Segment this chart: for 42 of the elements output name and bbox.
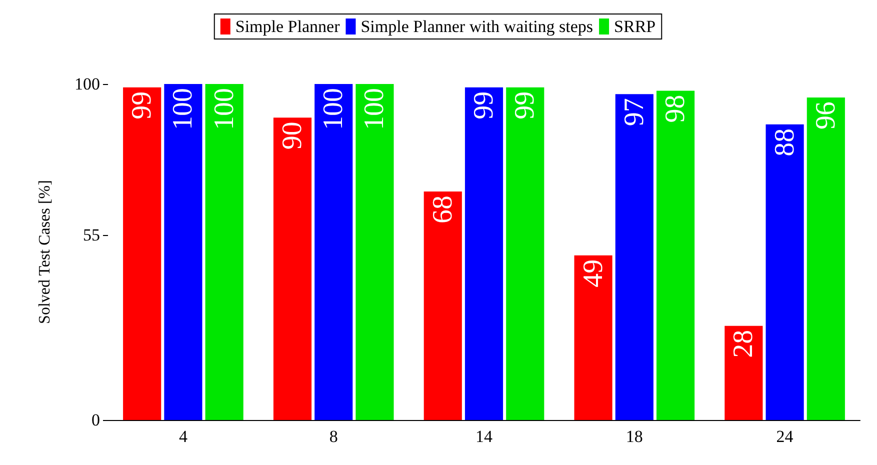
data-label: 90 (276, 122, 308, 150)
data-label: 100 (359, 88, 390, 130)
x-tick-label: 14 (476, 427, 493, 446)
y-tick-label: 55 (83, 226, 100, 245)
bar (574, 255, 612, 420)
data-label: 28 (728, 330, 760, 358)
bar (806, 97, 845, 420)
data-label: 99 (468, 91, 500, 120)
bar (656, 90, 695, 420)
y-tick-label: 0 (92, 410, 100, 430)
data-label: 97 (618, 98, 650, 126)
bar (205, 84, 244, 420)
y-axis-title: Solved Test Cases [%] (36, 180, 54, 324)
data-label: 88 (769, 128, 800, 156)
data-label: 100 (168, 88, 199, 130)
bar (766, 124, 804, 420)
data-label: 100 (208, 88, 240, 130)
y-tick-label: 100 (74, 74, 100, 94)
bar (464, 87, 504, 420)
bar (273, 118, 312, 420)
bar (724, 326, 763, 420)
x-tick-label: 24 (776, 427, 794, 446)
data-label: 99 (126, 91, 158, 120)
legend-label: SRRP (614, 17, 656, 36)
bar (615, 94, 654, 420)
data-label: 98 (660, 94, 692, 123)
data-label: 68 (427, 196, 458, 224)
bar (356, 84, 394, 420)
legend-label: Simple Planner with waiting steps (360, 17, 594, 36)
bar (424, 192, 462, 420)
data-label: 49 (578, 259, 609, 288)
bar (314, 84, 353, 420)
x-tick-label: 18 (626, 427, 643, 446)
data-label: 99 (510, 91, 541, 120)
bar (123, 87, 162, 420)
bar (164, 84, 202, 420)
legend-label: Simple Planner (235, 17, 340, 36)
x-tick-label: 8 (329, 427, 338, 446)
data-label: 96 (810, 101, 842, 130)
bar (506, 87, 544, 420)
x-tick-label: 4 (178, 427, 188, 446)
data-label: 100 (318, 88, 350, 130)
